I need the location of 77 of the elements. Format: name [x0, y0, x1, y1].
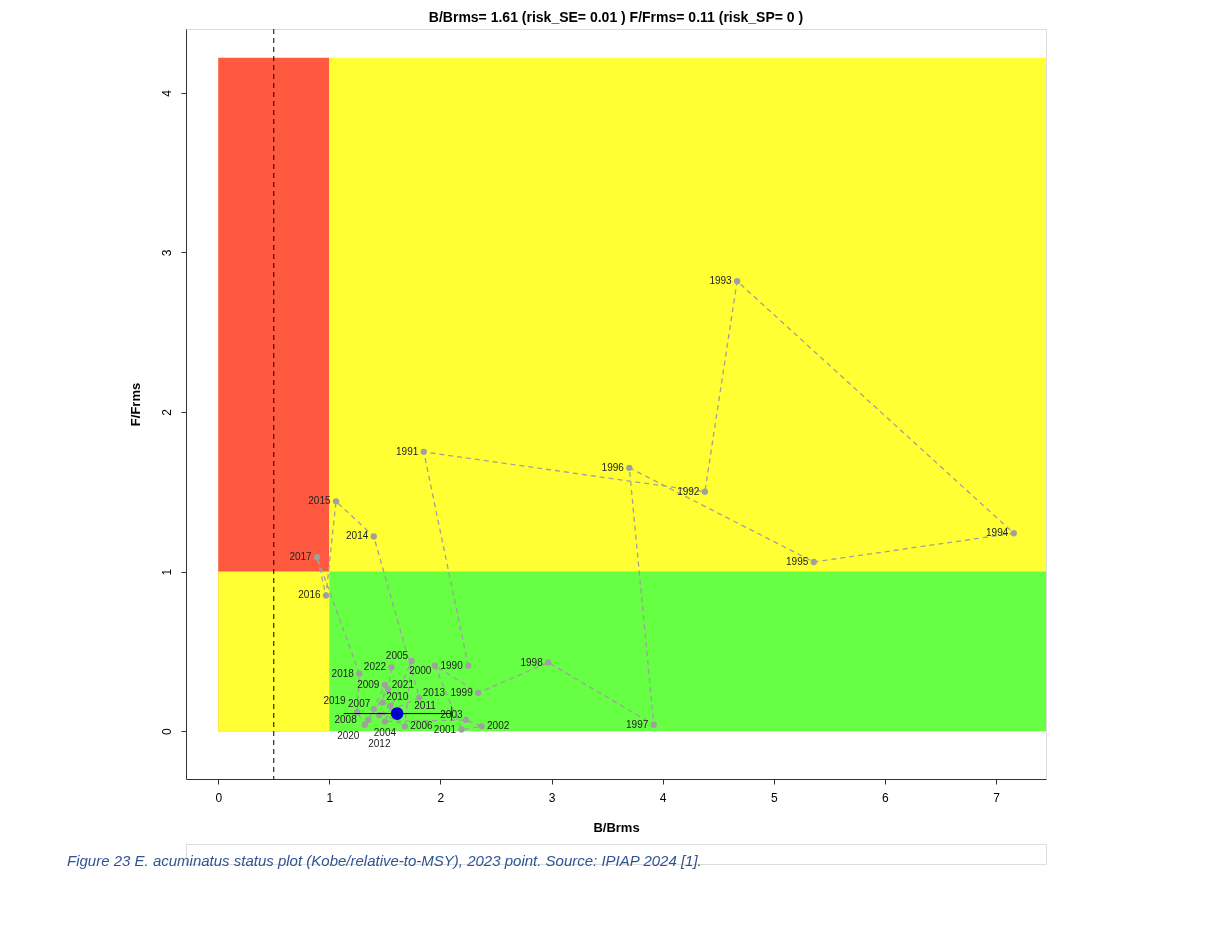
annotation: 2011: [414, 699, 437, 711]
annotation: 2002: [487, 720, 510, 732]
point: [650, 721, 657, 728]
point: [458, 726, 465, 733]
annotation: 2006: [410, 720, 434, 732]
point: [313, 554, 321, 561]
annotation: 2016: [298, 589, 321, 601]
x-tick-label: 4: [659, 790, 667, 805]
annotation: 1996: [601, 461, 625, 473]
annotation: 2008: [334, 713, 358, 725]
point: [381, 681, 389, 689]
y-tick-label: 1: [159, 568, 174, 576]
annotation: 2012: [368, 738, 391, 750]
point: [408, 657, 415, 665]
point: [416, 694, 423, 701]
annotation: 2021: [391, 678, 415, 690]
annotation: 2022: [363, 661, 387, 673]
x-tick-label: 1: [326, 790, 334, 805]
point: [810, 558, 817, 566]
annotation: 1994: [986, 527, 1009, 539]
point: [478, 723, 485, 730]
annotation: 1999: [450, 686, 474, 698]
annotation: 2005: [385, 649, 409, 661]
y-tick-label: 3: [159, 249, 174, 257]
point: [365, 716, 372, 724]
point: [370, 533, 377, 540]
point: [387, 702, 394, 709]
x-tick-label: 3: [548, 790, 556, 805]
point: [379, 699, 386, 706]
x-tick-label: 2: [437, 790, 445, 805]
point: [1010, 530, 1017, 537]
chart-title: B/Brms= 1.61 (risk_SE= 0.01 ) F/Frms= 0.11 (risk_SP= 0 ): [428, 8, 804, 25]
point: [462, 716, 470, 724]
annotation: 2001: [433, 723, 457, 735]
x-tick-label: 5: [770, 790, 778, 805]
x-tick-label: 7: [993, 790, 1001, 805]
point: [361, 721, 369, 728]
point: [401, 723, 409, 730]
point: [388, 664, 395, 671]
point: [332, 498, 340, 505]
annotation: 2017: [289, 551, 313, 563]
annotation: 2010: [386, 691, 409, 703]
annotation: 2000: [409, 664, 432, 676]
point: [356, 670, 363, 677]
y-tick-label: 4: [159, 89, 174, 97]
x-tick-label: 0: [215, 790, 223, 805]
y-tick-label: 2: [159, 408, 174, 416]
y-tick-label: 0: [159, 727, 174, 735]
x-axis-title: B/Brms: [593, 819, 640, 835]
annotation: 2020: [337, 729, 360, 741]
point: [322, 592, 330, 599]
annotation: 2013: [422, 686, 446, 698]
point: [390, 707, 404, 720]
annotation: 1992: [677, 485, 700, 497]
point: [381, 718, 389, 725]
point: [465, 662, 472, 669]
annotation: 2009: [357, 678, 380, 690]
y-axis-title: F/Frms: [127, 382, 143, 427]
annotation: 1995: [786, 555, 809, 567]
annotation: 2007: [348, 697, 371, 709]
point: [733, 277, 741, 285]
point: [626, 464, 633, 471]
x-tick-label: 6: [882, 790, 890, 805]
point: [431, 662, 439, 669]
point: [545, 659, 552, 666]
annotation: 1990: [440, 659, 464, 671]
annotation: 1997: [626, 718, 649, 730]
annotation: 2014: [346, 530, 369, 542]
annotation: 2018: [331, 667, 355, 679]
annotation: 1991: [396, 445, 419, 457]
point: [701, 488, 709, 495]
annotation: 1993: [709, 275, 733, 287]
caption: Figure 23 E. acuminatus status plot (Kobe/relative-to-MSY), 2023 point. Source: IPIAP 2024 [1].: [67, 852, 702, 869]
point: [420, 448, 427, 456]
point: [475, 689, 482, 696]
annotation: 1998: [520, 656, 544, 668]
point: [370, 705, 377, 712]
